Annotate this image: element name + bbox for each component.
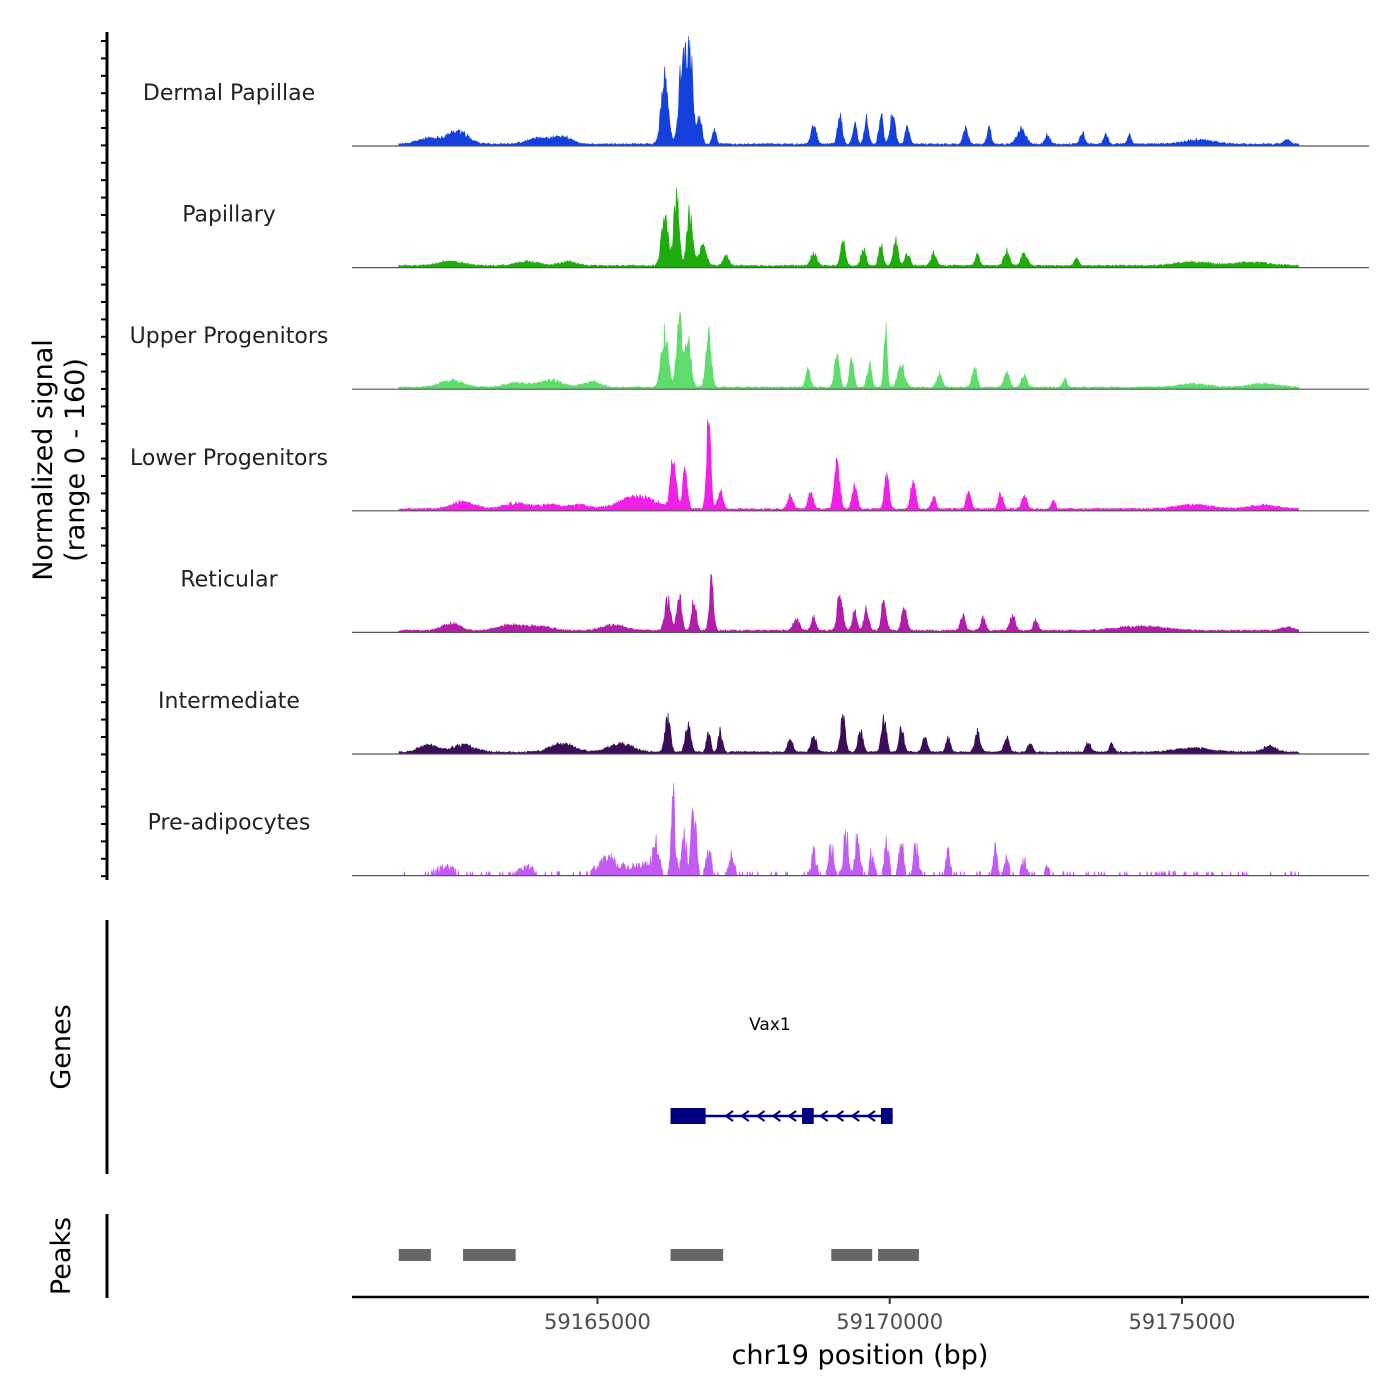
peak-region	[463, 1249, 516, 1261]
track-lower-progenitors: Lower Progenitors	[130, 419, 1369, 512]
strand-arrow	[787, 1110, 797, 1122]
track-label: Dermal Papillae	[143, 81, 315, 106]
y-label-line1: Normalized signal	[28, 339, 59, 581]
gene-name-label: Vax1	[749, 1015, 791, 1035]
signal-area	[398, 35, 1300, 147]
peaks-label: Peaks	[46, 1217, 77, 1295]
strand-arrow	[724, 1110, 734, 1122]
gene-exon	[880, 1108, 893, 1124]
peak-regions	[398, 1249, 919, 1261]
track-intermediate: Intermediate	[158, 689, 1369, 755]
track-upper-progenitors: Upper Progenitors	[130, 311, 1369, 390]
strand-arrow	[818, 1110, 829, 1122]
signal-area	[398, 187, 1300, 268]
peak-region	[878, 1249, 919, 1261]
signal-area	[398, 783, 1300, 876]
peak-region	[831, 1249, 873, 1261]
peaks-panel: Peaks	[46, 1214, 919, 1298]
strand-arrow	[771, 1110, 781, 1122]
genes-panel: Genes Vax1	[46, 920, 893, 1174]
x-axis-title: chr19 position (bp)	[732, 1340, 989, 1371]
signal-area	[398, 311, 1300, 390]
strand-arrow	[834, 1110, 845, 1122]
track-dermal-papillae: Dermal Papillae	[143, 35, 1369, 147]
genes-label: Genes	[46, 1004, 77, 1089]
track-pre-adipocytes: Pre-adipocytes	[148, 783, 1369, 877]
track-label: Reticular	[180, 567, 278, 592]
x-tick-label: 59170000	[836, 1310, 943, 1334]
coverage-y-label: Normalized signal (range 0 - 160)	[28, 339, 91, 581]
coverage-tracks: Dermal Papillae Papillary Upper Progenitor…	[130, 35, 1369, 877]
gene-model	[670, 1108, 893, 1124]
strand-arrow	[755, 1110, 766, 1122]
peak-region	[670, 1249, 724, 1261]
coverage-y-axis	[101, 32, 109, 880]
signal-area	[398, 712, 1300, 755]
strand-arrow	[866, 1110, 876, 1122]
peak-region	[398, 1249, 431, 1261]
track-label: Papillary	[182, 203, 276, 228]
gene-exon	[670, 1108, 706, 1124]
track-label: Upper Progenitors	[130, 324, 329, 349]
y-label-line2: (range 0 - 160)	[60, 358, 91, 562]
track-reticular: Reticular	[180, 567, 1369, 634]
track-papillary: Papillary	[182, 187, 1369, 269]
gene-exon	[802, 1108, 814, 1124]
track-label: Intermediate	[158, 689, 300, 714]
track-label: Pre-adipocytes	[148, 811, 311, 836]
signal-area	[398, 419, 1300, 512]
strand-arrow	[850, 1110, 860, 1122]
track-label: Lower Progenitors	[130, 446, 328, 471]
x-tick-label: 59175000	[1129, 1310, 1236, 1334]
strand-arrow	[740, 1110, 750, 1122]
signal-area	[398, 573, 1300, 633]
x-tick-label: 59165000	[544, 1310, 651, 1334]
x-axis: 59165000 59170000 59175000	[352, 1295, 1369, 1334]
